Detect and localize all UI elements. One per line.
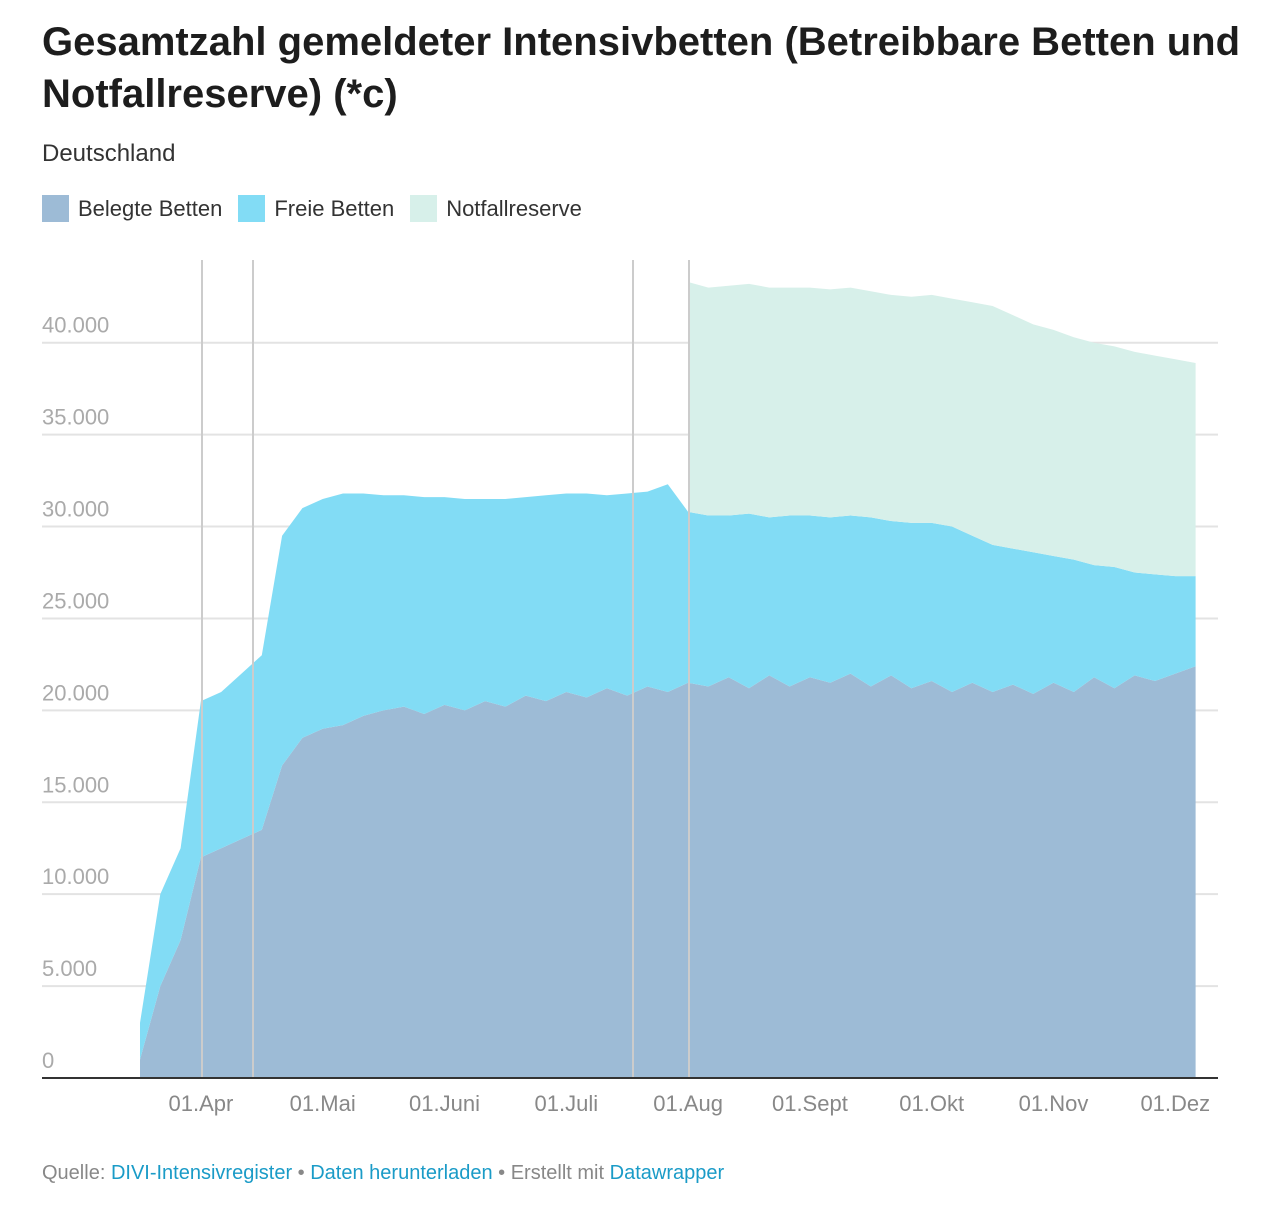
legend-item: Notfallreserve <box>410 195 582 222</box>
annotation-lines <box>201 260 690 1078</box>
x-tick-label: 01.Juli <box>535 1091 599 1116</box>
legend-label: Belegte Betten <box>78 195 223 221</box>
legend-item: Belegte Betten <box>42 195 222 222</box>
y-tick-label: 25.000 <box>42 588 109 613</box>
x-tick-label: 01.Dez <box>1140 1091 1210 1116</box>
footer: Quelle: DIVI-Intensivregister • Daten he… <box>42 1162 725 1184</box>
legend: Belegte Betten Freie Betten Notfallreserve <box>42 195 582 222</box>
x-tick-label: 01.Aug <box>653 1091 723 1116</box>
download-link[interactable]: Daten herunterladen <box>310 1162 493 1184</box>
legend-swatch <box>42 195 69 222</box>
source-label: Quelle: <box>42 1162 106 1184</box>
legend-label: Freie Betten <box>274 195 395 221</box>
legend-item: Freie Betten <box>238 195 394 222</box>
y-tick-label: 35.000 <box>42 405 109 430</box>
y-tick-label: 20.000 <box>42 680 109 705</box>
legend-swatch <box>238 195 266 222</box>
y-tick-label: 0 <box>42 1048 54 1073</box>
x-tick-label: 01.Juni <box>409 1091 480 1116</box>
chart-subtitle: Deutschland <box>42 140 176 167</box>
y-tick-label: 40.000 <box>42 313 109 338</box>
y-tick-label: 10.000 <box>42 864 109 889</box>
area <box>140 484 1196 1060</box>
area <box>140 666 1196 1078</box>
source-link[interactable]: DIVI-Intensivregister <box>110 1162 293 1184</box>
x-tick-label: 01.Nov <box>1019 1091 1089 1116</box>
tool-link[interactable]: Datawrapper <box>609 1162 725 1184</box>
chart-title: Gesamtzahl gemeldeter Intensivbetten (Be… <box>42 20 1241 116</box>
chart: 0 5.000 10.000 15.000 20.000 25.000 30.000 35.0… <box>42 260 1218 1116</box>
y-tick-label: 30.000 <box>42 497 109 522</box>
x-tick-label: 01.Mai <box>290 1091 356 1116</box>
legend-label: Notfallreserve <box>446 195 582 221</box>
y-tick-label: 5.000 <box>42 956 97 981</box>
area <box>688 282 1196 577</box>
x-tick-label: 01.Sept <box>772 1091 848 1116</box>
x-tick-label: 01.Okt <box>899 1091 964 1116</box>
legend-swatch <box>410 195 438 222</box>
made-with: Erstellt mit <box>510 1162 605 1184</box>
y-tick-label: 15.000 <box>42 772 109 797</box>
x-tick-label: 01.Apr <box>168 1091 233 1116</box>
